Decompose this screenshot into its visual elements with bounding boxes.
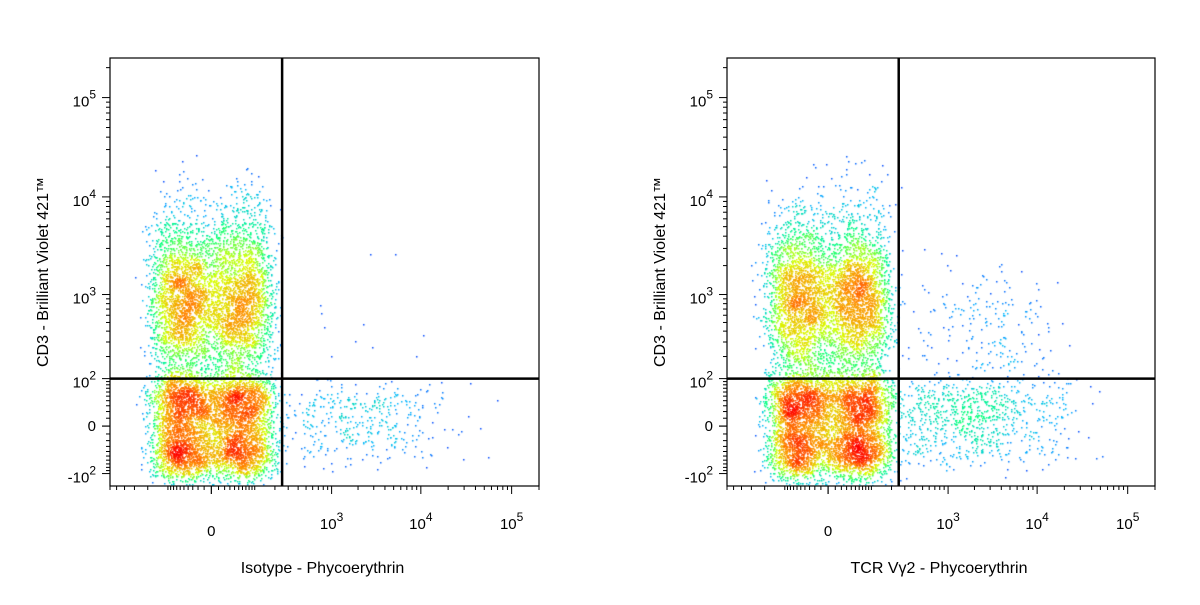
x-tick-label: 103 — [936, 510, 960, 533]
x-tick-label: 0 — [824, 523, 832, 540]
plot-frame — [726, 57, 1156, 487]
y-tick-label: 102 — [690, 369, 714, 392]
event-dots — [727, 58, 1155, 486]
x-tick-label: 104 — [1025, 510, 1049, 533]
y-axis-label: CD3 - Brilliant Violet 421™ — [35, 177, 52, 367]
y-tick-label: 104 — [73, 187, 97, 210]
x-tick-label: 104 — [409, 510, 433, 533]
y-tick-label: 103 — [690, 285, 714, 308]
y-tick-label: -102 — [685, 464, 714, 487]
y-tick-label: 105 — [690, 88, 714, 111]
x-minor-ticks — [109, 486, 540, 494]
x-axis-label: TCR Vγ2 - Phycoerythrin — [851, 560, 1028, 577]
x-minor-ticks — [726, 486, 1156, 494]
y-minor-ticks — [719, 67, 727, 475]
y-minor-ticks — [102, 67, 110, 475]
y-tick-label: 0 — [705, 418, 713, 435]
y-tick-label: 105 — [73, 88, 97, 111]
plot-panel-isotype: 0 103 104 105 -102 0 102 103 104 105 Isotype - Phy… — [35, 57, 540, 577]
plot-panel-tcr-vg2: 0 103 104 105 -102 0 102 103 104 105 TCR Vγ2 - Phy… — [652, 57, 1156, 577]
y-tick-label: 104 — [690, 187, 714, 210]
y-tick-label: -102 — [68, 464, 97, 487]
y-tick-label: 103 — [73, 285, 97, 308]
y-tick-label: 102 — [73, 369, 97, 392]
plot-frame — [109, 57, 540, 487]
x-tick-label: 103 — [320, 510, 344, 533]
x-tick-label: 105 — [500, 510, 524, 533]
y-axis-label: CD3 - Brilliant Violet 421™ — [652, 177, 669, 367]
y-tick-label: 0 — [88, 418, 96, 435]
x-axis-label: Isotype - Phycoerythrin — [241, 560, 405, 577]
x-tick-label: 105 — [1116, 510, 1140, 533]
event-dots — [110, 58, 539, 486]
x-tick-label: 0 — [207, 523, 215, 540]
